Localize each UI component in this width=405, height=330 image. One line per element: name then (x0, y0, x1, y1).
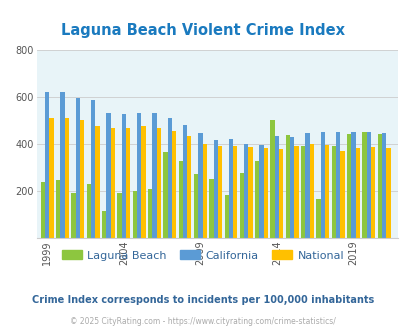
Bar (381, 133, 385, 238)
Bar (331, 146, 335, 238)
Bar (60, 92, 64, 238)
Bar (136, 113, 141, 238)
Bar (290, 137, 294, 238)
Bar (126, 128, 130, 238)
Bar (294, 146, 298, 238)
Bar (91, 100, 95, 238)
Bar (385, 148, 390, 238)
Bar (202, 144, 206, 238)
Bar (163, 152, 167, 238)
Bar (315, 199, 320, 238)
Bar (243, 144, 248, 238)
Bar (122, 114, 126, 238)
Bar (263, 148, 267, 238)
Bar (285, 135, 290, 238)
Bar (45, 92, 49, 238)
Bar (152, 113, 156, 238)
Bar (232, 146, 237, 238)
Bar (171, 131, 176, 238)
Bar (224, 195, 228, 238)
Bar (301, 146, 305, 238)
Bar (339, 150, 344, 238)
Bar (362, 132, 366, 238)
Bar (228, 139, 232, 238)
Bar (106, 113, 111, 238)
Legend: Laguna Beach, California, National: Laguna Beach, California, National (57, 246, 348, 265)
Bar (320, 132, 324, 238)
Bar (309, 144, 313, 238)
Bar (377, 134, 381, 238)
Bar (255, 161, 259, 238)
Bar (183, 125, 187, 238)
Bar (259, 145, 263, 238)
Bar (102, 211, 106, 238)
Bar (117, 193, 121, 238)
Bar (278, 149, 283, 238)
Bar (274, 137, 278, 238)
Bar (370, 147, 374, 238)
Bar (239, 173, 243, 238)
Bar (198, 133, 202, 238)
Bar (148, 189, 152, 238)
Bar (335, 132, 339, 238)
Bar (111, 128, 115, 238)
Bar (248, 147, 252, 238)
Bar (187, 137, 191, 238)
Bar (213, 140, 217, 238)
Text: © 2025 CityRating.com - https://www.cityrating.com/crime-statistics/: © 2025 CityRating.com - https://www.city… (70, 317, 335, 326)
Bar (355, 148, 359, 238)
Bar (270, 120, 274, 238)
Bar (209, 179, 213, 238)
Bar (41, 182, 45, 238)
Bar (194, 174, 198, 238)
Bar (305, 133, 309, 238)
Bar (56, 180, 60, 238)
Bar (167, 118, 171, 238)
Bar (141, 126, 145, 238)
Bar (132, 190, 136, 238)
Bar (87, 183, 91, 238)
Bar (95, 126, 99, 238)
Bar (178, 161, 183, 238)
Text: Laguna Beach Violent Crime Index: Laguna Beach Violent Crime Index (61, 23, 344, 38)
Bar (350, 132, 355, 238)
Bar (324, 145, 328, 238)
Bar (366, 132, 370, 238)
Bar (64, 118, 69, 238)
Bar (80, 120, 84, 238)
Bar (71, 193, 76, 238)
Bar (76, 98, 80, 238)
Text: Crime Index corresponds to incidents per 100,000 inhabitants: Crime Index corresponds to incidents per… (32, 295, 373, 305)
Bar (217, 146, 222, 238)
Bar (49, 118, 53, 238)
Bar (346, 134, 350, 238)
Bar (156, 128, 160, 238)
